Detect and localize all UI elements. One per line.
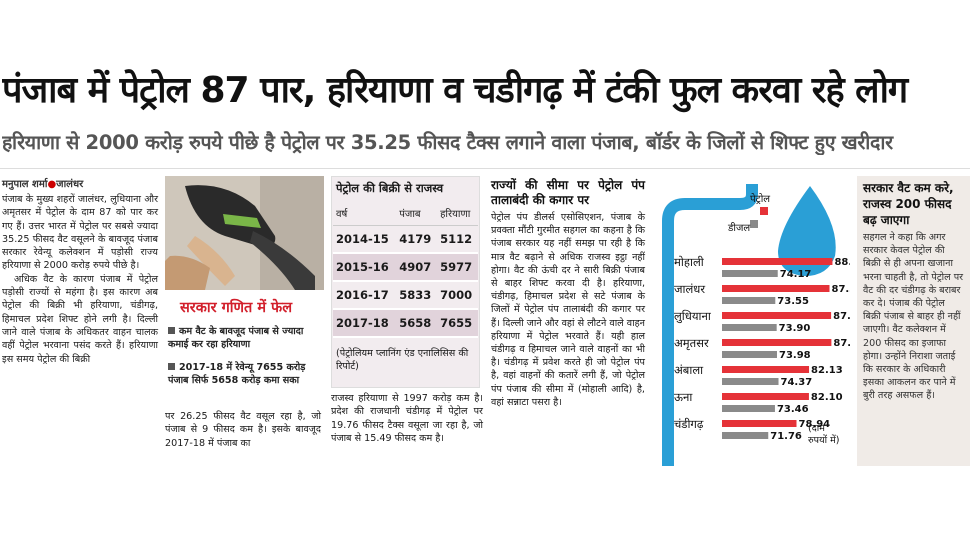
table-cell: 5833 bbox=[396, 281, 438, 310]
table-source: (पेट्रोलियम प्लानिंग एंड एनालिसिस की रिप… bbox=[336, 348, 469, 372]
data-label: 87.81 bbox=[833, 338, 850, 349]
table-cell: 7000 bbox=[437, 281, 478, 310]
table-row: 2015-16 4907 5977 bbox=[333, 253, 478, 282]
sidebar-bullet-text: कम वैट के बावजूद पंजाब से ज्यादा कमाई कर… bbox=[168, 326, 304, 350]
petrol-bar bbox=[722, 366, 810, 373]
table-cell: 2017-18 bbox=[333, 309, 397, 338]
article-column-4: राज्यों की सीमा पर पेट्रोल पंप तालाबंदी … bbox=[491, 178, 645, 409]
divider bbox=[0, 168, 970, 169]
section-title: राज्यों की सीमा पर पेट्रोल पंप तालाबंदी … bbox=[491, 178, 645, 207]
table-row: 2017-18 5658 7655 bbox=[333, 309, 478, 338]
table-row: 2016-17 5833 7000 bbox=[333, 281, 478, 310]
legend-diesel-swatch bbox=[750, 220, 758, 228]
table-cell: 2014-15 bbox=[333, 225, 397, 254]
byline-place: जालंधर bbox=[56, 179, 84, 190]
diesel-bar bbox=[722, 297, 776, 304]
sidebar-bullet-text: 2017-18 में रेवेन्यू 7655 करोड़ पंजाब सि… bbox=[168, 362, 306, 386]
data-label: 73.90 bbox=[779, 323, 811, 334]
article-column-1: पंजाब के मुख्य शहरों जालंधर, लुधियाना और… bbox=[2, 193, 158, 366]
table-cell: 4179 bbox=[396, 225, 438, 254]
table-cell: 2015-16 bbox=[333, 253, 397, 282]
diesel-bar bbox=[722, 378, 779, 385]
data-label: 78.94 bbox=[798, 419, 830, 430]
category-label: अंबाला bbox=[674, 363, 704, 377]
data-label: 71.76 bbox=[770, 431, 802, 442]
chart-note: (दाम रुपयों में) bbox=[808, 423, 839, 446]
subheadline: हरियाणा से 2000 करोड़ रुपये पीछे है पेट्… bbox=[2, 131, 893, 154]
table-header: हरियाणा bbox=[437, 201, 478, 226]
sidebar-bullet: 2017-18 में रेवेन्यू 7655 करोड़ पंजाब सि… bbox=[168, 362, 318, 387]
table-cell: 2016-17 bbox=[333, 281, 397, 310]
byline: मनुपाल शर्मा●जालंधर bbox=[2, 176, 83, 190]
diesel-bar bbox=[722, 270, 778, 277]
table-cell: 5977 bbox=[437, 253, 478, 282]
category-label: ऊना bbox=[674, 390, 693, 404]
headline: पंजाब में पेट्रोल 87 पार, हरियाणा व चडीग… bbox=[2, 70, 908, 111]
category-label: जालंधर bbox=[674, 282, 705, 296]
diesel-bar bbox=[722, 432, 769, 439]
table-header: पंजाब bbox=[396, 201, 438, 226]
sidebar-box-right: सरकार वैट कम करे, राजस्व 200 फीसद बढ़ जा… bbox=[857, 176, 970, 466]
fuel-drop-icon bbox=[778, 186, 836, 276]
petrol-bar bbox=[722, 339, 832, 346]
table-cell: 7655 bbox=[437, 309, 478, 338]
data-label: 87.74 bbox=[833, 311, 850, 322]
data-label: 74.17 bbox=[780, 269, 812, 280]
legend-petrol-swatch bbox=[760, 207, 768, 215]
table-row: 2014-15 4179 5112 bbox=[333, 225, 478, 254]
sidebar-title: सरकार गणित में फेल bbox=[180, 300, 293, 316]
rightbox-title: सरकार वैट कम करे, राजस्व 200 फीसद बढ़ जा… bbox=[863, 181, 954, 227]
data-label: 82.10 bbox=[811, 392, 843, 403]
data-label: 73.46 bbox=[777, 404, 809, 415]
sidebar-bullet: कम वैट के बावजूद पंजाब से ज्यादा कमाई कर… bbox=[168, 326, 318, 351]
petrol-bar bbox=[722, 393, 809, 400]
fuel-nozzle-photo bbox=[165, 176, 324, 290]
petrol-bar bbox=[722, 258, 833, 265]
table-cell: 4907 bbox=[396, 253, 438, 282]
article-column-2: पर 26.25 फीसद वैट वसूल रहा है, जो पंजाब … bbox=[165, 411, 321, 449]
table-cell: 5658 bbox=[396, 309, 438, 338]
legend-diesel-label: डीजल bbox=[727, 222, 750, 234]
data-label: 74.37 bbox=[781, 377, 813, 388]
data-label: 73.55 bbox=[777, 296, 809, 307]
category-label: चंडीगढ़ bbox=[674, 417, 704, 431]
category-label: मोहाली bbox=[674, 255, 705, 269]
bullet-icon bbox=[168, 363, 175, 370]
bullet-icon bbox=[168, 327, 175, 334]
petrol-bar bbox=[722, 312, 832, 319]
petrol-bar bbox=[722, 285, 830, 292]
data-label: 88.08 bbox=[834, 257, 850, 268]
diesel-bar bbox=[722, 324, 777, 331]
category-label: लुधियाना bbox=[674, 309, 712, 324]
diesel-bar bbox=[722, 405, 775, 412]
table-title: पेट्रोल की बिक्री से राजस्व bbox=[336, 181, 444, 195]
section-body: पेट्रोल पंप डीलर्स एसोसिएशन, पंजाब के प्… bbox=[491, 212, 645, 408]
petrol-bar bbox=[722, 420, 797, 427]
article-column-3: राजस्व हरियाणा से 1997 करोड़ कम है। प्रद… bbox=[331, 393, 483, 444]
pump-hose-icon bbox=[662, 184, 758, 466]
data-label: 73.98 bbox=[779, 350, 811, 361]
fuel-price-chart: पेट्रोल डीजल मोहाली 88.08 74.17 जालंधर 87.33… bbox=[662, 184, 850, 466]
table-cell: 5112 bbox=[437, 225, 478, 254]
revenue-table: वर्ष पंजाब हरियाणा 2014-15 4179 5112 201… bbox=[333, 201, 478, 338]
article-paragraph: पंजाब के मुख्य शहरों जालंधर, लुधियाना और… bbox=[2, 194, 158, 272]
byline-author: मनुपाल शर्मा bbox=[2, 179, 48, 190]
diesel-bar bbox=[722, 351, 777, 358]
data-label: 82.13 bbox=[811, 365, 843, 376]
article-paragraph: अधिक वैट के कारण पंजाब में पेट्रोल पड़ोस… bbox=[2, 273, 158, 365]
byline-dot-icon: ● bbox=[47, 179, 57, 190]
table-header: वर्ष bbox=[333, 201, 397, 226]
data-label: 87.33 bbox=[831, 284, 850, 295]
legend-petrol-label: पेट्रोल bbox=[750, 193, 770, 205]
category-label: अमृतसर bbox=[674, 336, 709, 351]
rightbox-body: सहगल ने कहा कि अगर सरकार केवल पेट्रोल की… bbox=[863, 232, 964, 402]
